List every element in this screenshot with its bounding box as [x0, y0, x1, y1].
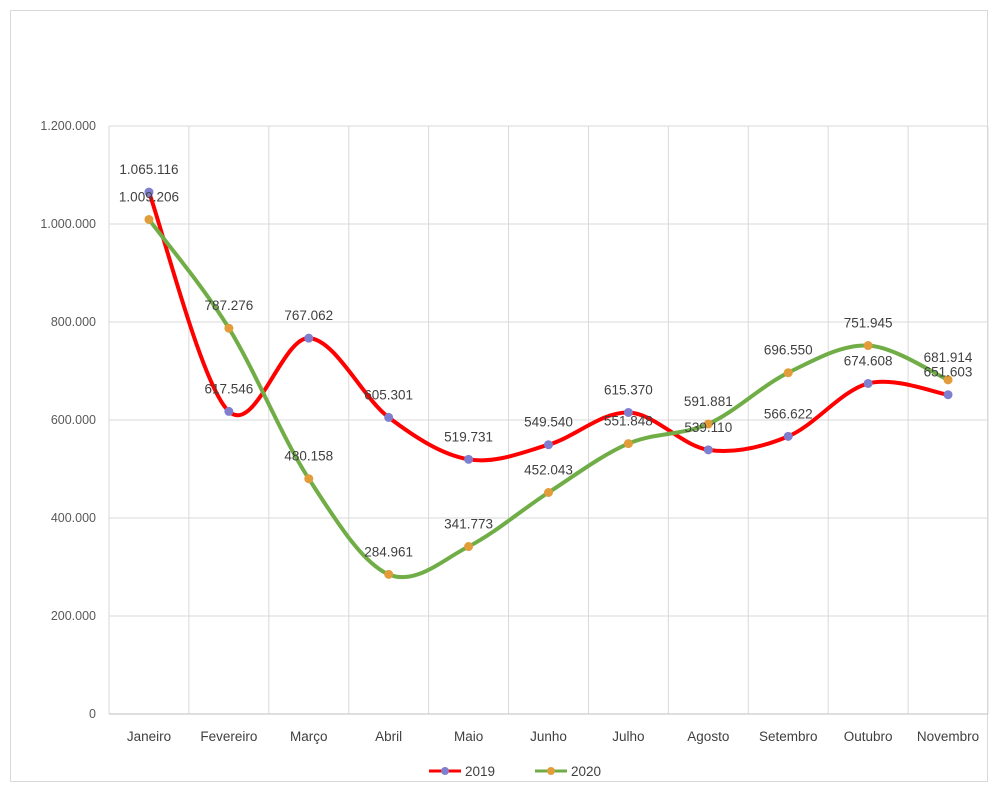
data-label-2019: 651.603 — [924, 365, 973, 380]
data-label-2020: 681.914 — [924, 350, 973, 365]
data-point-2020 — [144, 214, 154, 224]
data-label-2019: 674.608 — [844, 353, 893, 368]
data-label-2020: 284.961 — [364, 544, 413, 559]
data-point-2019 — [783, 431, 793, 441]
series-line-2019 — [146, 190, 951, 463]
data-point-2020 — [464, 542, 474, 552]
data-label-2020: 480.158 — [284, 449, 333, 464]
legend: 2019 2020 — [429, 764, 601, 779]
data-label-2019: 549.540 — [524, 415, 573, 430]
data-label-2019: 605.301 — [364, 387, 413, 402]
x-tick-label: Março — [290, 729, 328, 744]
x-tick-label: Janeiro — [127, 729, 171, 744]
data-label-2020: 1.009.206 — [119, 189, 179, 204]
y-tick-label: 800.000 — [51, 315, 96, 329]
data-point-2020 — [943, 375, 953, 385]
series-lines — [146, 190, 951, 580]
x-tick-label: Julho — [612, 729, 644, 744]
y-tick-label: 1.000.000 — [40, 217, 96, 231]
data-point-2019 — [544, 440, 553, 450]
data-point-2019 — [943, 390, 953, 400]
legend-label-2020: 2020 — [571, 764, 601, 779]
data-label-2019: 1.065.116 — [119, 162, 178, 177]
data-point-2019 — [144, 187, 154, 197]
data-point-2020 — [384, 569, 394, 579]
x-tick-label: Novembro — [917, 729, 979, 744]
x-tick-label: Maio — [454, 729, 483, 744]
data-label-2020: 751.945 — [844, 316, 893, 331]
data-point-2019 — [703, 445, 713, 455]
data-label-2020: 551.848 — [604, 414, 653, 429]
data-label-2019: 519.731 — [444, 429, 493, 444]
x-tick-label: Setembro — [759, 729, 818, 744]
y-tick-label: 0 — [89, 707, 96, 721]
data-labels: 1.065.116 617.546 767.062 605.301 519.731 549… — [119, 162, 973, 559]
data-label-2019: 539.110 — [684, 420, 732, 435]
data-label-2020: 341.773 — [444, 517, 493, 532]
legend-marker-2020 — [547, 767, 555, 775]
data-point-2019 — [464, 454, 474, 464]
data-point-2019 — [304, 333, 314, 343]
legend-label-2019: 2019 — [465, 764, 495, 779]
axes: 0 200.000 400.000 600.000 800.000 1.000.000 1.… — [40, 119, 988, 744]
data-label-2019: 617.546 — [204, 381, 253, 396]
y-tick-label: 400.000 — [51, 511, 96, 525]
data-point-2019 — [863, 378, 873, 388]
data-point-2020 — [304, 474, 314, 484]
y-tick-label: 600.000 — [51, 413, 96, 427]
data-label-2020: 787.276 — [204, 298, 253, 313]
x-tick-label: Outubro — [844, 729, 893, 744]
data-label-2020: 452.043 — [524, 462, 573, 477]
y-tick-label: 1.200.000 — [40, 119, 96, 133]
data-point-2020 — [623, 439, 633, 449]
data-point-2020 — [544, 487, 553, 497]
line-chart: 0 200.000 400.000 600.000 800.000 1.000.000 1.… — [40, 119, 989, 779]
chart-frame: 0 200.000 400.000 600.000 800.000 1.000.000 1.… — [10, 10, 989, 782]
data-label-2019: 615.370 — [604, 382, 653, 397]
series-line-2020 — [146, 217, 951, 580]
series-markers — [144, 187, 953, 579]
x-tick-label: Fevereiro — [200, 729, 257, 744]
legend-marker-2019 — [441, 767, 449, 775]
x-tick-label: Junho — [530, 729, 567, 744]
data-label-2020: 696.550 — [764, 343, 813, 358]
data-point-2019 — [623, 407, 633, 417]
data-point-2019 — [224, 406, 234, 416]
grid-lines — [108, 125, 989, 714]
x-tick-label: Abril — [375, 729, 402, 744]
data-label-2020: 591.881 — [684, 394, 733, 409]
data-point-2020 — [224, 323, 234, 333]
data-point-2020 — [783, 368, 793, 378]
data-point-2020 — [863, 341, 873, 351]
y-tick-label: 200.000 — [51, 609, 96, 623]
data-point-2019 — [384, 412, 394, 422]
data-label-2019: 767.062 — [284, 308, 333, 323]
data-point-2020 — [703, 419, 713, 429]
data-label-2019: 566.622 — [764, 406, 813, 421]
x-tick-label: Agosto — [687, 729, 729, 744]
